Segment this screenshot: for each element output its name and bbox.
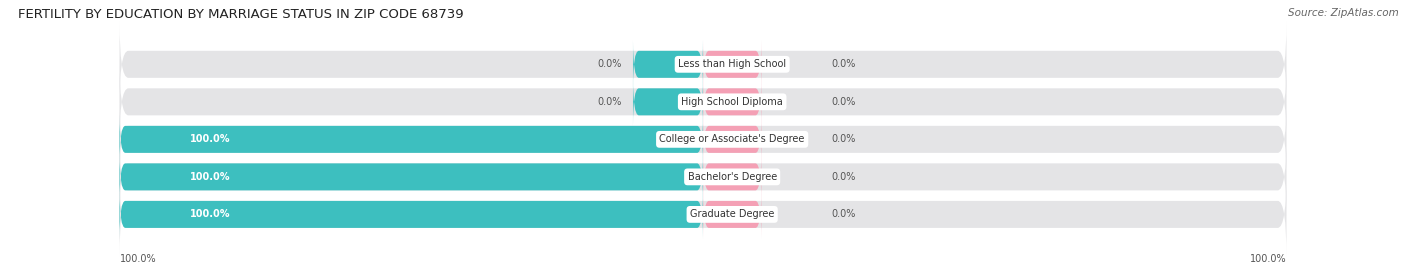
Text: 0.0%: 0.0% [598,97,621,107]
Text: 100.0%: 100.0% [190,134,231,144]
Text: 100.0%: 100.0% [120,254,156,264]
Text: 100.0%: 100.0% [190,209,231,219]
FancyBboxPatch shape [703,115,762,163]
FancyBboxPatch shape [120,96,1286,182]
Text: 0.0%: 0.0% [831,97,856,107]
Text: 100.0%: 100.0% [190,172,231,182]
FancyBboxPatch shape [633,78,703,126]
Text: FERTILITY BY EDUCATION BY MARRIAGE STATUS IN ZIP CODE 68739: FERTILITY BY EDUCATION BY MARRIAGE STATU… [18,8,464,21]
Text: 0.0%: 0.0% [831,172,856,182]
FancyBboxPatch shape [120,190,703,239]
FancyBboxPatch shape [703,40,762,88]
FancyBboxPatch shape [120,21,1286,107]
Text: Graduate Degree: Graduate Degree [690,209,775,219]
FancyBboxPatch shape [120,172,1286,257]
Text: Source: ZipAtlas.com: Source: ZipAtlas.com [1288,8,1399,18]
FancyBboxPatch shape [703,153,762,201]
Text: 100.0%: 100.0% [1250,254,1286,264]
FancyBboxPatch shape [703,190,762,239]
Text: 0.0%: 0.0% [831,59,856,69]
Text: College or Associate's Degree: College or Associate's Degree [659,134,804,144]
FancyBboxPatch shape [120,59,1286,145]
FancyBboxPatch shape [120,153,703,201]
Text: 0.0%: 0.0% [598,59,621,69]
Text: 0.0%: 0.0% [831,134,856,144]
Text: Less than High School: Less than High School [678,59,786,69]
Text: High School Diploma: High School Diploma [682,97,783,107]
Text: 0.0%: 0.0% [831,209,856,219]
FancyBboxPatch shape [120,115,703,163]
FancyBboxPatch shape [633,40,703,88]
FancyBboxPatch shape [703,78,762,126]
Text: Bachelor's Degree: Bachelor's Degree [688,172,776,182]
FancyBboxPatch shape [120,134,1286,220]
